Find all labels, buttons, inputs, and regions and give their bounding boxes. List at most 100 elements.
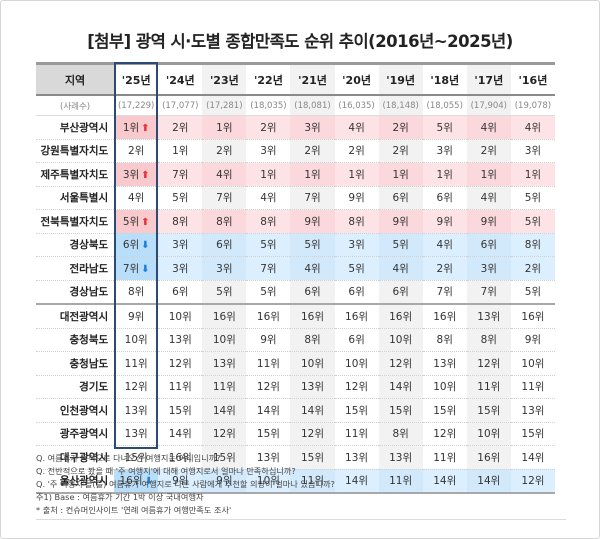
rank-value: 12위 xyxy=(256,381,280,394)
rank-value: 16위 xyxy=(256,310,280,323)
current-rank-cell: 13위 xyxy=(114,398,159,423)
rank-cell: 12위 xyxy=(466,351,511,376)
rank-cell: 15위 xyxy=(290,445,335,470)
rank-cell: 9위 xyxy=(290,209,335,234)
region-header: 지역 xyxy=(36,62,115,95)
rank-cell: 6위 xyxy=(334,280,379,305)
rank-value: 3위 xyxy=(524,145,542,158)
rank-cell: 4위 xyxy=(334,115,379,140)
rank-value: 14위 xyxy=(168,428,192,441)
rank-cell: 8위 xyxy=(246,209,291,234)
rank-cell: 11위 xyxy=(378,469,423,494)
current-rank-cell: 3위 ⬆ xyxy=(114,162,159,187)
rank-value: 12위 xyxy=(168,357,192,370)
rank-value: 4위 xyxy=(128,192,145,205)
rank-value: 6위 xyxy=(436,192,453,205)
arrow-down-icon: ⬇ xyxy=(141,240,150,252)
rank-value: 8위 xyxy=(480,334,497,347)
arrow-up-icon: ⬆ xyxy=(141,216,150,228)
rank-cell: 13위 xyxy=(510,398,555,423)
year-header: '22년 xyxy=(246,62,291,95)
rank-cell: 14위 xyxy=(378,375,423,399)
table-row: 전라남도 7위 ⬇ 3위 3위 7위 4위 5위 4위 2위 3위 2위 xyxy=(36,256,555,281)
rank-cell: 5위 xyxy=(202,280,247,305)
region-name: 경상북도 xyxy=(36,233,115,257)
rank-value: 10위 xyxy=(168,310,192,323)
rank-value: 6위 xyxy=(392,192,409,205)
rank-value: 8위 xyxy=(524,239,542,252)
rank-value: 11위 xyxy=(433,451,457,464)
arrow-up-icon: ⬆ xyxy=(141,169,150,181)
rank-value: 6위 xyxy=(392,286,409,299)
rank-cell: 11위 xyxy=(246,351,291,376)
rank-value: 13위 xyxy=(389,451,413,464)
rank-cell: 6위 xyxy=(378,186,423,210)
rank-cell: 5위 xyxy=(334,256,379,281)
rank-cell: 16위 xyxy=(158,445,203,470)
rank-value: 12위 xyxy=(521,475,545,488)
rank-cell: 5위 xyxy=(290,233,335,257)
rank-cell: 10위 xyxy=(510,351,555,376)
rank-value: 10위 xyxy=(521,357,545,370)
rank-value: 1위 xyxy=(304,168,321,181)
rank-value: 5위 xyxy=(524,286,542,299)
current-rank-cell: 2위 xyxy=(114,139,159,163)
rank-value: 4위 xyxy=(392,262,409,275)
rank-value: 5위 xyxy=(304,239,321,252)
rank-value: 11위 xyxy=(212,381,236,394)
sample-size-row: (사례수) (17,229) (17,077) (17,281) (18,035… xyxy=(36,94,555,116)
rank-value: 6위 xyxy=(122,239,140,252)
rank-value: 3위 xyxy=(216,262,233,275)
rank-cell: 14위 xyxy=(466,469,511,494)
rank-cell: 12위 xyxy=(202,422,247,446)
rank-cell: 14위 xyxy=(246,398,291,423)
rank-cell: 10위 xyxy=(290,351,335,376)
rank-value: 2위 xyxy=(216,145,233,158)
sample-size: (18,148) xyxy=(378,94,423,116)
rank-cell: 3위 xyxy=(290,115,335,140)
rank-value: 4위 xyxy=(348,121,365,134)
rank-value: 3위 xyxy=(480,262,497,275)
rank-value: 9위 xyxy=(304,215,321,228)
table-row: 전북특별자치도 5위 ⬆ 8위 8위 8위 9위 8위 9위 9위 9위 5위 xyxy=(36,209,555,234)
rank-cell: 8위 xyxy=(290,328,335,352)
table-row: 광주광역시 13위 14위 12위 15위 12위 11위 8위 12위 10위 15위 xyxy=(36,422,555,446)
rank-value: 13위 xyxy=(124,428,148,441)
rank-cell: 5위 xyxy=(510,209,555,234)
rank-value: 13위 xyxy=(212,357,236,370)
rank-value: 4위 xyxy=(304,262,321,275)
current-rank-cell: 7위 ⬇ xyxy=(114,256,159,281)
rank-cell: 3위 xyxy=(510,139,555,163)
rank-cell: 14위 xyxy=(290,398,335,423)
rank-value: 15위 xyxy=(256,428,280,441)
table-row: 대구광역시 15위 16위 15위 13위 15위 13위 13위 11위 16위 14위 xyxy=(36,445,555,470)
rank-value: 3위 xyxy=(172,262,189,275)
rank-value: 12위 xyxy=(300,428,324,441)
rank-cell: 14위 xyxy=(158,422,203,446)
rank-cell: 11위 xyxy=(158,375,203,399)
rank-value: 6위 xyxy=(304,286,321,299)
sample-size: (17,281) xyxy=(202,94,247,116)
table-row: 충청북도 10위 13위 10위 9위 8위 6위 10위 8위 8위 9위 xyxy=(36,328,555,352)
rank-value: 16위 xyxy=(521,310,545,323)
rank-cell: 5위 xyxy=(246,233,291,257)
sample-label: (사례수) xyxy=(36,94,115,116)
sample-size: (17,229) xyxy=(114,94,159,116)
rank-cell: 15위 xyxy=(334,398,379,423)
rank-value: 7위 xyxy=(480,286,497,299)
rank-value: 5위 xyxy=(392,239,409,252)
rank-cell: 7위 xyxy=(246,256,291,281)
rank-value: 8위 xyxy=(392,428,409,441)
rank-cell: 2위 xyxy=(378,139,423,163)
year-header: '18년 xyxy=(422,62,467,95)
rank-cell: 9위 xyxy=(422,209,467,234)
rank-cell: 13위 xyxy=(334,445,379,470)
rank-cell: 6위 xyxy=(334,328,379,352)
table-row: 경상북도 6위 ⬇ 3위 6위 5위 5위 3위 5위 4위 6위 8위 xyxy=(36,233,555,257)
rank-cell: 5위 xyxy=(510,186,555,210)
rank-value: 12위 xyxy=(477,357,501,370)
rank-cell: 12위 xyxy=(246,375,291,399)
ranking-table: 지역 '25년 '24년 '23년 '22년 '21년 '20년 '19년 '1… xyxy=(36,62,555,494)
rank-cell: 3위 xyxy=(158,233,203,257)
rank-value: 4위 xyxy=(436,239,453,252)
